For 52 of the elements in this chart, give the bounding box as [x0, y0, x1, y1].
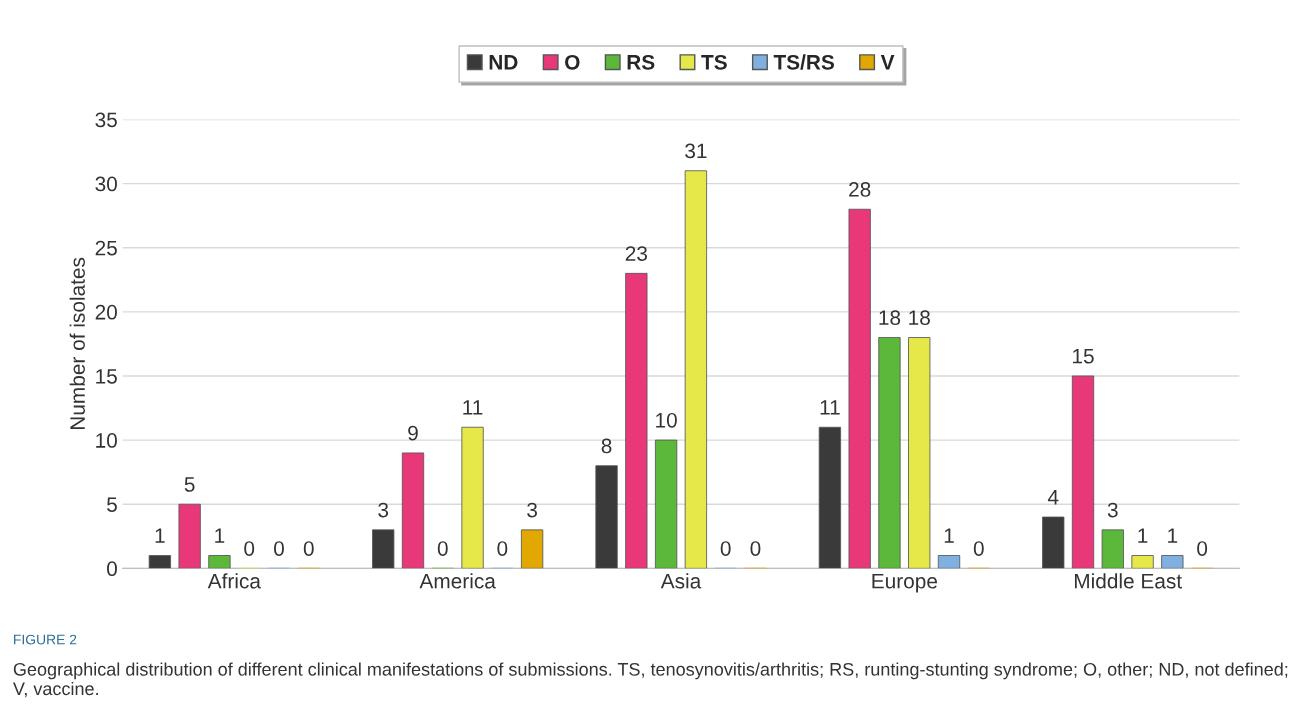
x-tick-label: America: [419, 573, 496, 589]
data-label: 11: [820, 400, 840, 415]
data-label: 0: [274, 541, 284, 556]
data-label: 11: [463, 400, 483, 415]
y-axis-title: Number of isolates: [69, 257, 85, 430]
data-label: 5: [184, 477, 195, 492]
data-label: 31: [685, 143, 707, 159]
x-tick-label: Middle East: [1074, 573, 1182, 589]
data-label: 10: [656, 412, 677, 428]
data-label: 3: [1107, 502, 1118, 518]
data-label: 18: [909, 310, 930, 326]
data-label: 3: [527, 502, 537, 518]
y-tick-label: 30: [95, 176, 117, 192]
y-tick-label: 10: [96, 433, 117, 448]
text: Geographical distribution of different clinical manifestations of submissions. TS, tenosynovitis/arthritis; RS, runting-stunting syndrome; O, other; ND, not defined; V, vaccine.: [12, 662, 1288, 698]
data-label: 0: [750, 541, 761, 556]
data-label: 28: [849, 182, 871, 197]
data-label: 9: [408, 425, 418, 441]
legend-label: TS/RS: [773, 54, 835, 70]
caption: FIGURE 2: [14, 634, 77, 645]
data-label: 4: [1047, 490, 1059, 505]
data-label: 0: [720, 541, 731, 556]
data-label: 0: [973, 541, 984, 556]
legend-label: O: [565, 54, 580, 70]
data-label: 0: [437, 541, 448, 556]
x-tick-label: Asia: [660, 573, 702, 589]
x-tick-label: Africa: [207, 573, 261, 589]
data-label: 0: [244, 541, 255, 556]
data-label: 1: [215, 528, 225, 543]
legend-label: V: [880, 55, 895, 70]
data-label: 23: [625, 246, 648, 261]
data-label: 15: [1073, 348, 1094, 364]
y-tick-label: 0: [107, 561, 117, 577]
data-label: 1: [944, 528, 954, 543]
data-label: 8: [601, 438, 612, 454]
y-tick-label: 25: [95, 240, 117, 256]
legend-label: RS: [627, 54, 655, 70]
data-label: 18: [879, 310, 901, 326]
y-tick-label: 20: [95, 304, 117, 320]
legend-label: ND: [489, 55, 518, 70]
data-label: 0: [303, 541, 314, 556]
data-label: 1: [155, 528, 165, 543]
y-tick-label: 5: [107, 497, 117, 512]
data-label: 3: [378, 502, 389, 518]
data-label: 1: [1168, 528, 1178, 543]
data-label: 1: [1138, 528, 1148, 543]
legend-label: TS: [701, 54, 727, 70]
x-tick-label: Europe: [872, 573, 938, 593]
y-tick-label: 15: [96, 369, 117, 384]
data-label: 0: [497, 541, 508, 556]
y-tick-label: 35: [95, 112, 117, 128]
data-label: 0: [1197, 541, 1208, 556]
